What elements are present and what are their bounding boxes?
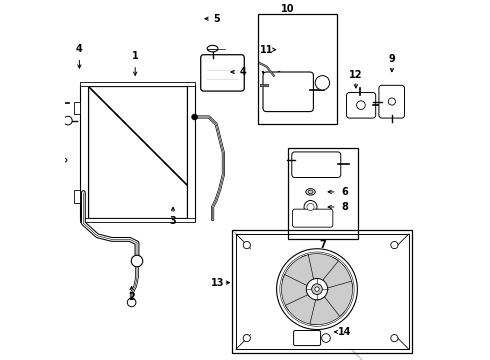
Text: 3: 3 [170,216,176,226]
Circle shape [131,255,143,267]
Text: 8: 8 [341,202,348,212]
Text: 9: 9 [389,54,395,64]
Polygon shape [310,296,345,325]
Circle shape [357,101,365,109]
Circle shape [315,287,319,291]
FancyBboxPatch shape [201,55,245,91]
Circle shape [243,242,250,249]
Bar [80,85,88,220]
Circle shape [127,298,136,307]
Bar [80,82,195,86]
FancyBboxPatch shape [292,152,341,177]
Polygon shape [323,281,352,316]
Text: 14: 14 [338,327,351,337]
Circle shape [304,201,317,213]
FancyBboxPatch shape [346,93,376,118]
Circle shape [391,242,398,249]
Polygon shape [301,254,339,282]
Text: 4: 4 [76,44,83,54]
FancyBboxPatch shape [263,72,314,112]
Text: 13: 13 [211,278,224,288]
Bar [88,86,187,218]
Bar [232,230,413,353]
Text: 10: 10 [281,4,294,14]
Circle shape [312,284,322,294]
Circle shape [321,334,330,342]
Bar [243,241,402,342]
Circle shape [243,334,250,342]
Polygon shape [322,257,352,288]
Bar [74,102,80,114]
Bar [80,218,195,222]
Text: 6: 6 [341,187,348,197]
Circle shape [277,249,357,329]
Ellipse shape [308,190,313,194]
Polygon shape [281,274,309,311]
Circle shape [307,203,314,211]
Text: 11: 11 [260,45,273,55]
Circle shape [391,334,398,342]
Ellipse shape [306,189,315,195]
Circle shape [306,279,328,300]
FancyBboxPatch shape [293,209,333,227]
Text: 1: 1 [132,51,139,61]
Ellipse shape [58,158,67,162]
Circle shape [315,76,330,90]
Bar [258,14,337,124]
Ellipse shape [207,45,218,52]
Circle shape [64,116,72,125]
Text: 2: 2 [128,292,135,302]
Circle shape [280,252,354,326]
Circle shape [192,114,197,120]
Circle shape [388,98,395,105]
Text: 4: 4 [240,67,246,77]
FancyBboxPatch shape [379,85,404,118]
FancyBboxPatch shape [294,330,320,346]
Polygon shape [282,255,314,286]
Text: 12: 12 [349,69,363,80]
Bar [236,234,409,349]
Bar [187,85,195,220]
Bar [288,148,358,239]
Text: 5: 5 [213,14,220,24]
Polygon shape [285,294,317,325]
Bar [74,190,80,203]
Text: 7: 7 [319,240,326,250]
